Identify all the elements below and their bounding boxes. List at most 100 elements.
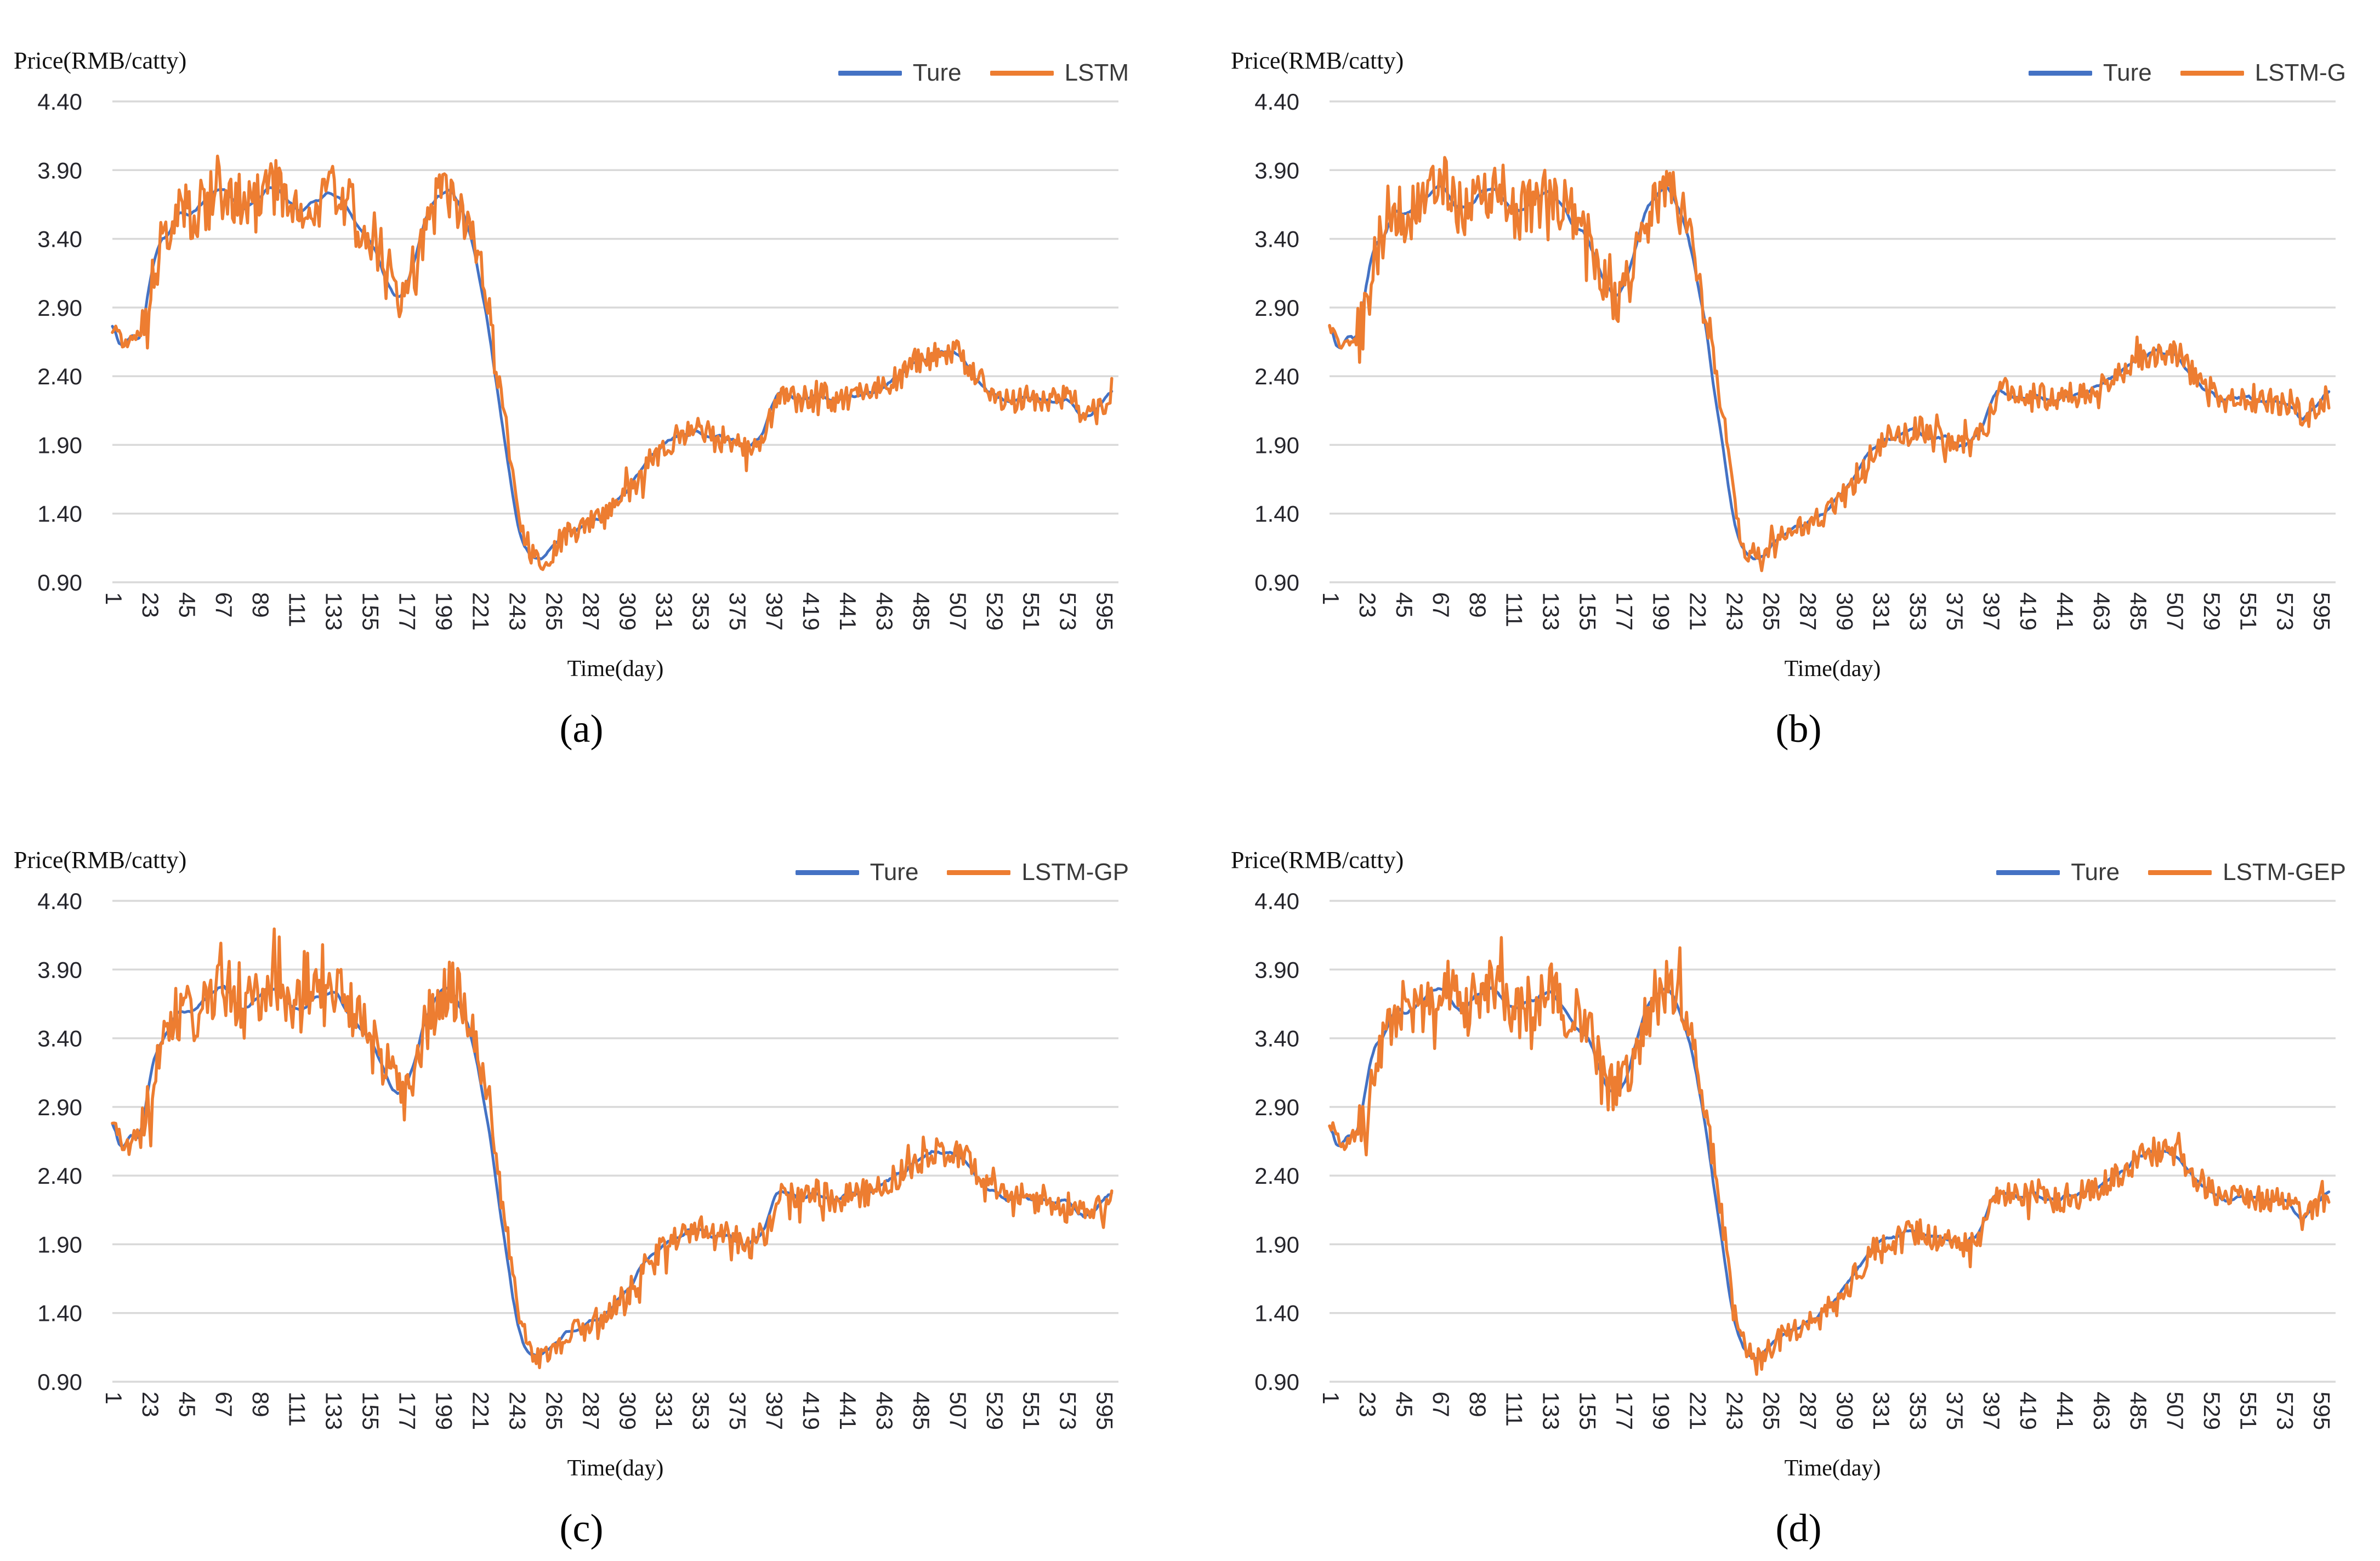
y-tick-label: 4.40 bbox=[1254, 888, 1299, 914]
x-tick-label: 397 bbox=[762, 1392, 787, 1430]
prediction-series-line bbox=[111, 927, 1114, 1370]
x-tick-label: 177 bbox=[1612, 592, 1638, 631]
x-tick-label: 441 bbox=[2052, 1392, 2078, 1430]
x-axis-title: Time(day) bbox=[567, 656, 664, 682]
x-tick-label: 221 bbox=[1685, 1392, 1711, 1430]
x-tick-label: 155 bbox=[358, 1392, 384, 1430]
x-tick-label: 507 bbox=[945, 592, 971, 631]
x-tick-label: 309 bbox=[1832, 1392, 1858, 1430]
x-tick-label: 419 bbox=[2015, 1392, 2041, 1430]
x-tick-label: 507 bbox=[2162, 592, 2188, 631]
legend-item-true: Ture bbox=[795, 859, 918, 886]
x-tick-label: 133 bbox=[321, 1392, 347, 1430]
legend-label-pred: LSTM-G bbox=[2254, 59, 2346, 86]
x-tick-label: 419 bbox=[798, 592, 824, 631]
y-tick-label: 3.40 bbox=[37, 226, 82, 252]
y-tick-label: 2.90 bbox=[37, 1094, 82, 1120]
y-axis-title: Price(RMB/catty) bbox=[14, 847, 187, 873]
panel-a: Price(RMB/catty) Ture LSTM 4.40 3.90 3.40 2… bbox=[0, 0, 1163, 779]
y-tick-label: 0.90 bbox=[1254, 570, 1299, 595]
x-tick-label: 221 bbox=[468, 592, 494, 631]
x-tick-label: 177 bbox=[395, 592, 421, 631]
x-tick-label: 397 bbox=[762, 592, 787, 631]
x-tick-label: 331 bbox=[1868, 1392, 1894, 1430]
x-tick-label: 309 bbox=[1832, 592, 1858, 631]
x-axis-title: Time(day) bbox=[1784, 656, 1881, 682]
x-tick-label: 441 bbox=[2052, 592, 2078, 631]
x-tick-label: 397 bbox=[1979, 1392, 2004, 1430]
x-tick-label: 353 bbox=[1905, 1392, 1931, 1430]
legend: Ture LSTM bbox=[838, 59, 1129, 87]
x-tick-label: 265 bbox=[1758, 592, 1784, 631]
x-tick-label: 441 bbox=[835, 592, 861, 631]
x-tick-label: 331 bbox=[651, 592, 677, 631]
x-tick-label: 155 bbox=[358, 592, 384, 631]
x-tick-label: 199 bbox=[431, 1392, 457, 1430]
x-tick-label: 287 bbox=[1795, 592, 1821, 631]
y-tick-label: 1.40 bbox=[37, 1301, 82, 1326]
x-tick-label: 551 bbox=[2236, 592, 2262, 631]
y-tick-label: 1.90 bbox=[1254, 432, 1299, 458]
x-tick-label: 573 bbox=[1055, 1392, 1081, 1430]
y-tick-label: 0.90 bbox=[1254, 1369, 1299, 1395]
x-tick-label: 243 bbox=[1722, 1392, 1747, 1430]
y-tick-label: 3.40 bbox=[37, 1026, 82, 1052]
x-tick-label: 23 bbox=[1355, 592, 1381, 618]
y-tick-label: 1.90 bbox=[37, 432, 82, 458]
y-axis-title: Price(RMB/catty) bbox=[1231, 47, 1404, 74]
x-tick-label: 441 bbox=[835, 1392, 861, 1430]
x-tick-label: 551 bbox=[2236, 1392, 2262, 1430]
x-tick-label: 155 bbox=[1575, 592, 1601, 631]
x-tick-label: 419 bbox=[2015, 592, 2041, 631]
y-tick-label: 1.40 bbox=[1254, 1301, 1299, 1326]
y-axis-title: Price(RMB/catty) bbox=[1231, 847, 1404, 873]
x-tick-label: 155 bbox=[1575, 1392, 1601, 1430]
x-tick-label: 353 bbox=[1905, 592, 1931, 631]
prediction-series-line bbox=[111, 154, 1114, 571]
panel-d: Price(RMB/catty) Ture LSTM-GEP 4.40 3.90 3… bbox=[1217, 799, 2380, 1561]
y-tick-label: 3.90 bbox=[1254, 957, 1299, 983]
x-tick-label: 573 bbox=[1055, 592, 1081, 631]
x-tick-label: 111 bbox=[1502, 592, 1527, 627]
x-tick-label: 529 bbox=[982, 592, 1008, 631]
x-tick-label: 419 bbox=[798, 1392, 824, 1430]
x-tick-label: 265 bbox=[541, 592, 567, 631]
prediction-series-line bbox=[1328, 156, 2331, 572]
true-line-swatch bbox=[2028, 70, 2092, 76]
y-tick-label: 1.90 bbox=[1254, 1231, 1299, 1257]
x-tick-label: 89 bbox=[248, 592, 274, 618]
x-tick-label: 265 bbox=[1758, 1392, 1784, 1430]
prediction-series-line bbox=[1328, 936, 2331, 1376]
legend: Ture LSTM-GP bbox=[795, 859, 1129, 886]
x-tick-label: 331 bbox=[1868, 592, 1894, 631]
y-tick-label: 1.90 bbox=[37, 1231, 82, 1257]
line-chart: 4.40 3.90 3.40 2.90 2.40 1.90 1.40 0.90 1 23 45 67 8… bbox=[37, 89, 1118, 631]
x-axis-title: Time(day) bbox=[567, 1456, 664, 1481]
x-tick-label: 309 bbox=[615, 592, 640, 631]
x-tick-label: 67 bbox=[1428, 1392, 1454, 1417]
legend-item-true: Ture bbox=[838, 59, 962, 87]
x-tick-label: 375 bbox=[725, 592, 751, 631]
x-tick-label: 595 bbox=[1092, 592, 1118, 631]
panel-caption: (c) bbox=[559, 1506, 604, 1550]
x-tick-label: 1 bbox=[1318, 592, 1344, 605]
x-tick-label: 331 bbox=[651, 1392, 677, 1430]
x-tick-label: 463 bbox=[2089, 1392, 2115, 1430]
x-tick-label: 221 bbox=[468, 1392, 494, 1430]
y-tick-label: 0.90 bbox=[37, 570, 82, 595]
x-tick-label: 353 bbox=[688, 592, 714, 631]
y-tick-label: 1.40 bbox=[1254, 501, 1299, 527]
x-tick-label: 485 bbox=[908, 592, 934, 631]
x-tick-label: 89 bbox=[1465, 1392, 1491, 1417]
panel-caption: (a) bbox=[559, 707, 604, 751]
x-tick-label: 353 bbox=[688, 1392, 714, 1430]
x-tick-label: 287 bbox=[578, 1392, 604, 1430]
x-tick-label: 485 bbox=[2126, 592, 2151, 631]
y-tick-label: 3.40 bbox=[1254, 1026, 1299, 1052]
x-tick-label: 177 bbox=[395, 1392, 421, 1430]
x-axis-title: Time(day) bbox=[1784, 1456, 1881, 1481]
x-tick-label: 45 bbox=[1391, 592, 1417, 618]
y-tick-label: 2.90 bbox=[1254, 295, 1299, 321]
pred-line-swatch bbox=[990, 70, 1054, 76]
